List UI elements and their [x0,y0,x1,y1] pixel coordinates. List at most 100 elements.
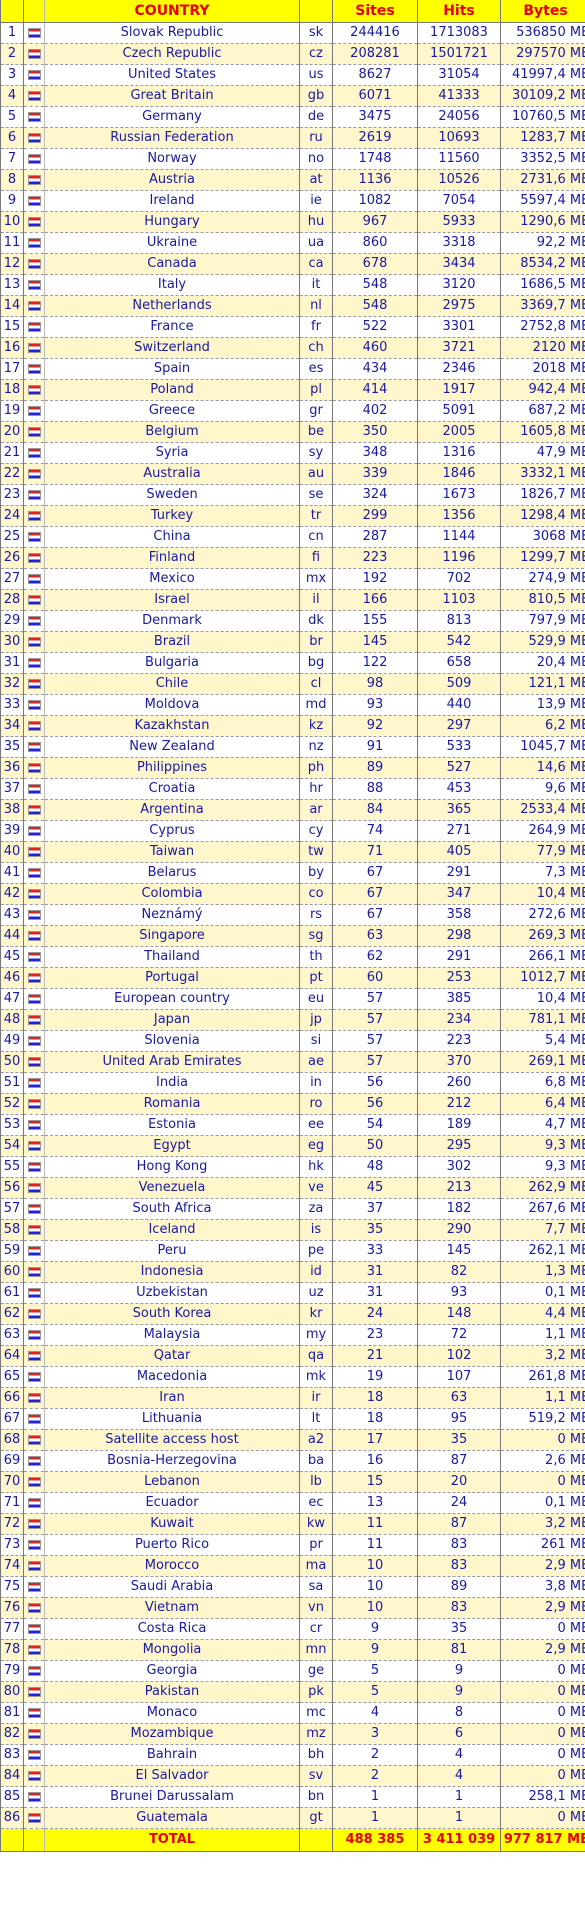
hits-value: 2346 [417,358,501,380]
sites-value: 21 [332,1345,418,1367]
flag-icon [23,1366,45,1388]
flag-icon [23,22,45,44]
sites-value: 56 [332,1093,418,1115]
flag-icon [23,1093,45,1115]
country-name: Pakistan [44,1681,300,1703]
country-code: pe [299,1240,333,1262]
total-row: TOTAL 488 385 3 411 039 977 817 MB [0,1828,585,1852]
table-row: 56 Venezuela ve 45 213 262,9 MB [0,1177,585,1199]
hits-value: 35 [417,1429,501,1451]
sites-value: 402 [332,400,418,422]
hits-value: 1 [417,1786,501,1808]
country-code: hr [299,778,333,800]
sites-value: 57 [332,1009,418,1031]
flag-icon [27,783,41,794]
rank-cell: 71 [0,1492,24,1514]
country-code: bn [299,1786,333,1808]
sites-value: 9 [332,1618,418,1640]
table-row: 3 United States us 8627 31054 41997,4 MB [0,64,585,86]
flag-icon [27,741,41,752]
table-row: 4 Great Britain gb 6071 41333 30109,2 MB [0,85,585,107]
bytes-value: 297570 MB [500,43,585,65]
rank-cell: 3 [0,64,24,86]
sites-value: 56 [332,1072,418,1094]
hits-value: 20 [417,1471,501,1493]
sites-value: 414 [332,379,418,401]
flag-icon [23,799,45,821]
bytes-value: 262,9 MB [500,1177,585,1199]
flag-icon [27,489,41,500]
flag-icon [27,909,41,920]
flag-icon [27,27,41,38]
country-code: pr [299,1534,333,1556]
bytes-value: 6,8 MB [500,1072,585,1094]
table-row: 65 Macedonia mk 19 107 261,8 MB [0,1366,585,1388]
sites-value: 57 [332,1051,418,1073]
flag-icon [27,1728,41,1739]
country-code: de [299,106,333,128]
country-name: Georgia [44,1660,300,1682]
rank-cell: 73 [0,1534,24,1556]
rank-cell: 25 [0,526,24,548]
hits-value: 82 [417,1261,501,1283]
rank-cell: 52 [0,1093,24,1115]
rank-cell: 31 [0,652,24,674]
country-name: Monaco [44,1702,300,1724]
country-stats-table: COUNTRY Sites Hits Bytes 1 Slovak Republi… [0,0,585,1852]
rank-cell: 80 [0,1681,24,1703]
sites-value: 10 [332,1555,418,1577]
flag-icon [23,862,45,884]
hits-value: 440 [417,694,501,716]
hits-value: 658 [417,652,501,674]
hits-value: 83 [417,1534,501,1556]
country-name: Egypt [44,1135,300,1157]
bytes-value: 0,1 MB [500,1492,585,1514]
hits-value: 5933 [417,211,501,233]
hits-value: 3301 [417,316,501,338]
flag-icon [27,1749,41,1760]
flag-icon [23,1156,45,1178]
total-bytes: 977 817 MB [500,1828,585,1852]
sites-value: 11 [332,1513,418,1535]
sites-value: 1748 [332,148,418,170]
country-code: kw [299,1513,333,1535]
sites-value: 19 [332,1366,418,1388]
flag-icon [23,988,45,1010]
table-row: 31 Bulgaria bg 122 658 20,4 MB [0,652,585,674]
bytes-value: 261 MB [500,1534,585,1556]
sites-value: 2619 [332,127,418,149]
country-name: Puerto Rico [44,1534,300,1556]
table-row: 7 Norway no 1748 11560 3352,5 MB [0,148,585,170]
table-row: 15 France fr 522 3301 2752,8 MB [0,316,585,338]
rank-cell: 59 [0,1240,24,1262]
hits-value: 1196 [417,547,501,569]
country-code: md [299,694,333,716]
flag-icon [27,1203,41,1214]
rank-cell: 54 [0,1135,24,1157]
country-code: nz [299,736,333,758]
country-code: it [299,274,333,296]
flag-icon [27,1686,41,1697]
flag-icon [27,342,41,353]
flag-icon [27,972,41,983]
rank-cell: 18 [0,379,24,401]
table-row: 27 Mexico mx 192 702 274,9 MB [0,568,585,590]
country-code: za [299,1198,333,1220]
flag-icon [27,510,41,521]
hits-value: 295 [417,1135,501,1157]
country-name: Slovenia [44,1030,300,1052]
bytes-value: 1605,8 MB [500,421,585,443]
hits-value: 234 [417,1009,501,1031]
country-name: El Salvador [44,1765,300,1787]
sites-value: 6071 [332,85,418,107]
bytes-value: 261,8 MB [500,1366,585,1388]
rank-cell: 17 [0,358,24,380]
country-code: lt [299,1408,333,1430]
flag-icon [27,1098,41,1109]
table-row: 22 Australia au 339 1846 3332,1 MB [0,463,585,485]
country-name: Qatar [44,1345,300,1367]
